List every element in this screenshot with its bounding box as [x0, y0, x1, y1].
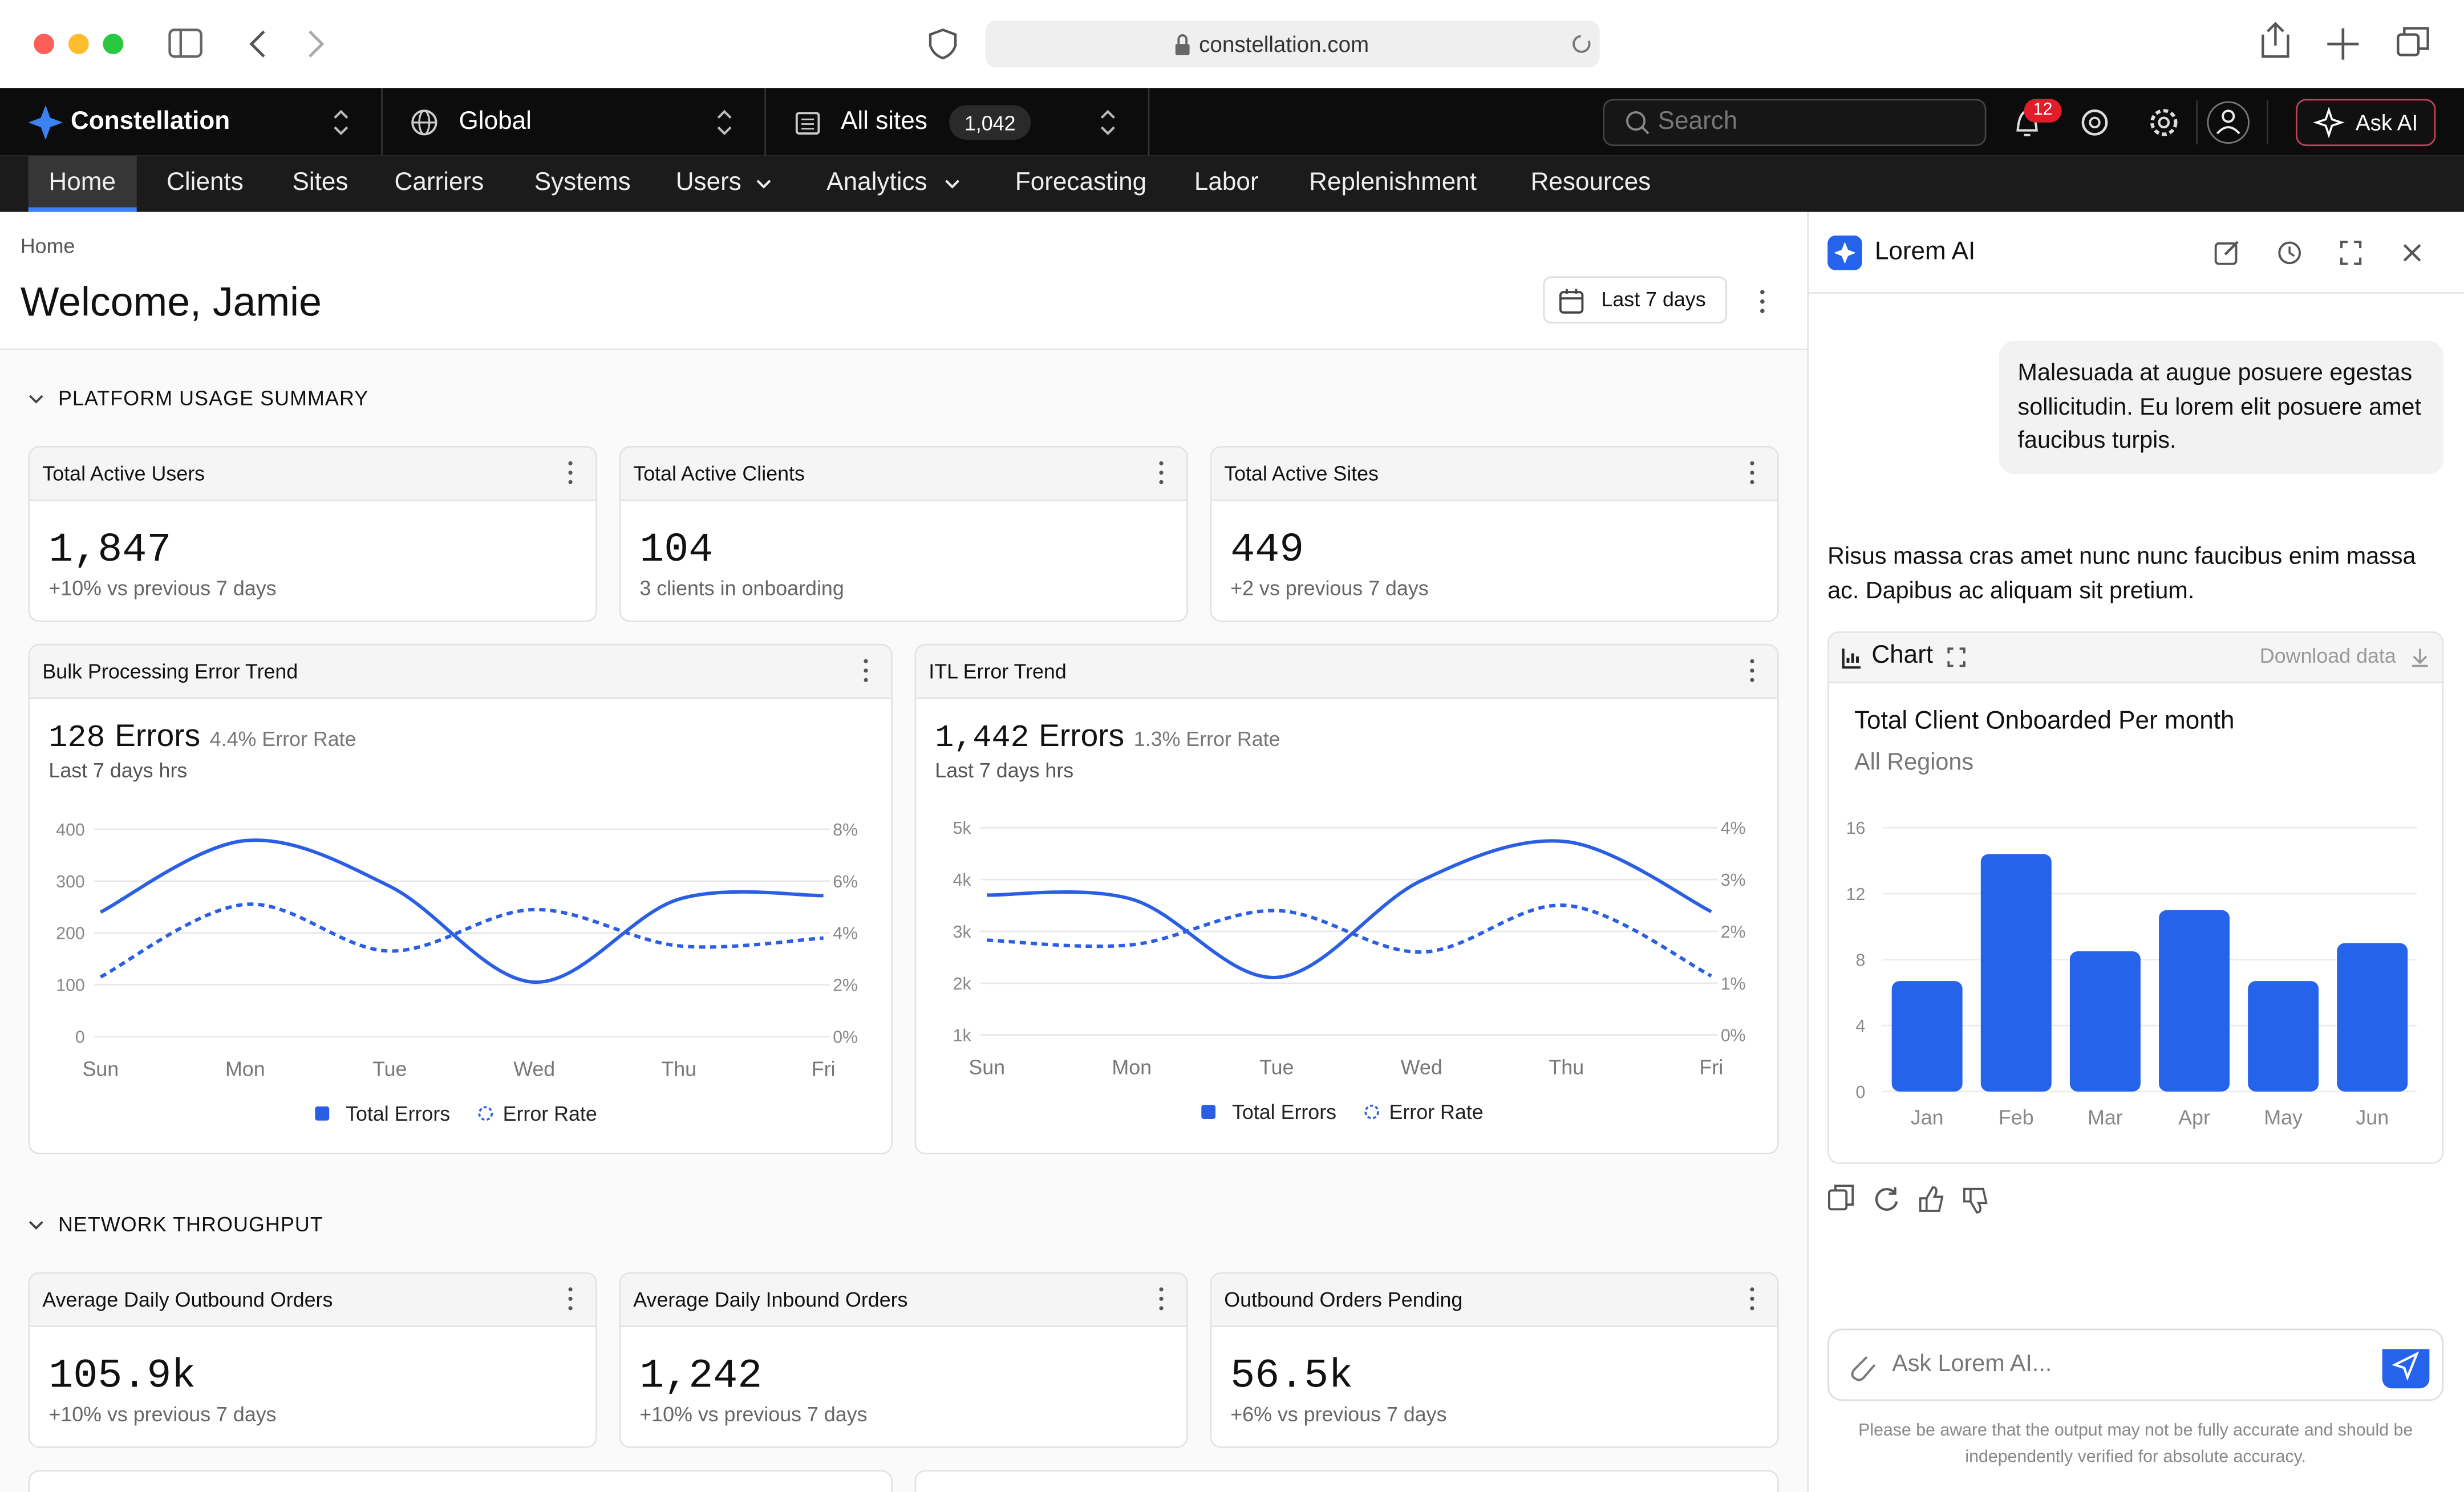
trend-headline: 128 Errors 4.4% Error Rate: [48, 717, 356, 757]
kpi-value: 56.5k: [1230, 1352, 1353, 1400]
brand[interactable]: Constellation: [70, 108, 230, 135]
trend-card: ITL Error Trend 1,442 Errors 1.3% Error Rat…: [914, 644, 1779, 1154]
search[interactable]: Search: [1657, 108, 1738, 135]
kpi-value: 104: [639, 526, 714, 574]
message-actions[interactable]: [1823, 1181, 1996, 1219]
trend-card: Bulk Processing Error Trend 128 Errors 4.4%…: [28, 644, 893, 1154]
kpi-label: Total Active Users: [30, 447, 596, 501]
url[interactable]: constellation.com: [1199, 31, 1369, 57]
kpi-value: 1,847: [48, 526, 172, 574]
kpi-card: Average Daily Inbound Orders 1,242 +10% vs…: [619, 1272, 1188, 1448]
user-bubble: [1999, 340, 2444, 475]
nav-bar: [0, 155, 2464, 212]
ai-chart-title: Total Client Onboarded Per month: [1854, 708, 2235, 735]
trend-period: Last 7 days hrs: [48, 759, 188, 783]
trend-headline: 1,442 Errors 1.3% Error Rate: [935, 717, 1280, 757]
kpi-label: Total Active Sites: [1211, 447, 1778, 501]
notification-count[interactable]: 12: [2033, 100, 2053, 120]
ai-response: Risus massa cras amet nunc nunc faucibus…: [1827, 543, 2416, 604]
nav-item[interactable]: Home: [48, 169, 116, 197]
nav-item[interactable]: Replenishment: [1308, 169, 1477, 197]
kpi-note: +10% vs previous 7 days: [48, 576, 277, 600]
kpi-label: Outbound Orders Pending: [1211, 1274, 1778, 1327]
kpi-card: Total Active Users 1,847 +10% vs previous …: [28, 446, 597, 622]
partial-card: [28, 1470, 893, 1492]
kpi-card: Outbound Orders Pending 56.5k +6% vs previ…: [1210, 1272, 1779, 1448]
kpi-value: 1,242: [639, 1352, 763, 1400]
kpi-card: Average Daily Outbound Orders 105.9k +10% …: [28, 1272, 597, 1448]
ai-input[interactable]: [1827, 1328, 2444, 1401]
page-header: [0, 212, 1808, 351]
ai-chart-card-header: [1829, 633, 2442, 683]
ask-ai-button[interactable]: Ask AI: [2355, 110, 2418, 135]
trend-value: 1,442: [935, 720, 1030, 757]
scope-select[interactable]: Global: [459, 108, 532, 135]
ai-chart-subtitle: All Regions: [1854, 749, 1974, 776]
trend-title: Bulk Processing Error Trend: [30, 645, 891, 699]
sites-select[interactable]: All sites: [840, 108, 927, 135]
kpi-card: Total Active Clients 104 3 clients in onbo…: [619, 446, 1188, 622]
page-title: Welcome, Jamie: [20, 278, 322, 326]
sites-count: 1,042: [964, 111, 1016, 135]
kpi-note: +10% vs previous 7 days: [48, 1402, 277, 1426]
kpi-label: Total Active Clients: [621, 447, 1187, 501]
date-button[interactable]: [1543, 276, 1727, 324]
ai-divider: [1809, 292, 2464, 294]
browser-icons: [34, 20, 2429, 68]
ai-title: Lorem AI: [1874, 238, 1976, 266]
nav-item[interactable]: Systems: [534, 169, 631, 197]
trend-title: ITL Error Trend: [916, 645, 1778, 699]
date-range[interactable]: Last 7 days: [1601, 287, 1706, 311]
trend-unit: Errors: [1039, 719, 1125, 754]
ai-chart-icons: [1842, 647, 2428, 669]
ai-header-icons: [1827, 236, 2421, 270]
kpi-card: Total Active Sites 449 +2 vs previous 7 da…: [1210, 446, 1779, 622]
breadcrumb[interactable]: Home: [20, 234, 75, 258]
trend-value: 128: [48, 720, 106, 757]
partial-card: [914, 1470, 1779, 1492]
kpi-note: +6% vs previous 7 days: [1230, 1402, 1447, 1426]
trend-period: Last 7 days hrs: [935, 759, 1074, 783]
header-menu[interactable]: [1758, 289, 1766, 314]
disclaimer: Please be aware that the output may not …: [1858, 1421, 2413, 1467]
trend-rate: 1.3% Error Rate: [1133, 727, 1280, 751]
section-title[interactable]: NETWORK THROUGHPUT: [58, 1212, 323, 1236]
trend-unit: Errors: [115, 719, 201, 754]
nav-item[interactable]: Clients: [167, 169, 244, 197]
nav-item[interactable]: Resources: [1530, 169, 1651, 197]
kpi-label: Average Daily Inbound Orders: [621, 1274, 1187, 1327]
kpi-value: 105.9k: [48, 1352, 196, 1400]
kpi-note: +2 vs previous 7 days: [1230, 576, 1429, 600]
ai-input-placeholder[interactable]: Ask Lorem AI...: [1892, 1351, 2052, 1377]
ai-chart-label: Chart: [1871, 642, 1934, 670]
nav-item[interactable]: Analytics: [826, 169, 927, 197]
nav-item[interactable]: Forecasting: [1015, 169, 1147, 197]
trend-rate: 4.4% Error Rate: [209, 727, 356, 751]
kpi-note: 3 clients in onboarding: [639, 576, 844, 600]
nav-active: [28, 155, 137, 212]
kpi-note: +10% vs previous 7 days: [639, 1402, 868, 1426]
download-data[interactable]: Download data: [2259, 644, 2396, 668]
ai-input-icons: [1851, 1349, 2430, 1389]
nav-item[interactable]: Sites: [292, 169, 348, 197]
kpi-value: 449: [1230, 526, 1304, 574]
nav-item[interactable]: Carriers: [394, 169, 484, 197]
kpi-label: Average Daily Outbound Orders: [30, 1274, 596, 1327]
user-message: Malesuada at augue posuere egestas solli…: [2017, 359, 2422, 454]
nav-item[interactable]: Users: [675, 169, 741, 197]
nav-item[interactable]: Labor: [1194, 169, 1259, 197]
calendar-icon: [1559, 289, 1584, 314]
top-bar-icons: [28, 88, 2436, 156]
section-title[interactable]: PLATFORM USAGE SUMMARY: [58, 386, 369, 410]
